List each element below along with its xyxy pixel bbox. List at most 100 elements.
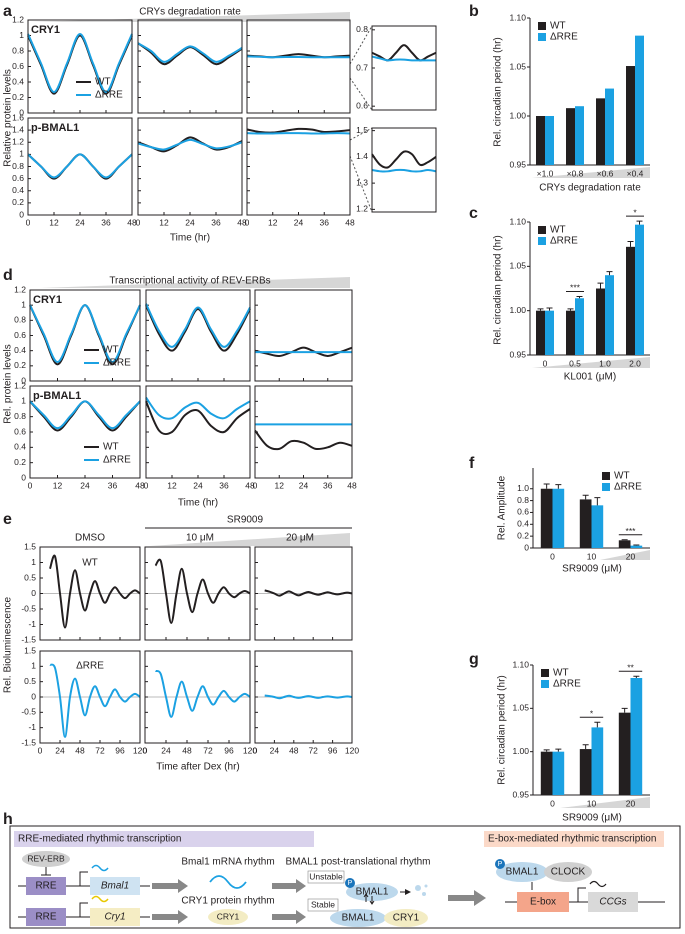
y-tick-label: 0.4: [12, 76, 24, 86]
plot-frame: [254, 650, 353, 744]
line-series: [145, 400, 251, 436]
gene-box: [90, 877, 140, 895]
sig-label: *: [633, 207, 637, 217]
bar: [618, 712, 631, 795]
panel-letter: c: [469, 205, 478, 222]
plot-frame: [254, 385, 353, 479]
bar: [635, 224, 644, 355]
x-tick-label: 96: [224, 745, 234, 755]
x-tick-label: 120: [243, 745, 257, 755]
panel-letter: e: [3, 511, 12, 528]
line-series: [264, 694, 353, 700]
degraded: [422, 892, 426, 896]
x-tick-label: 24: [75, 217, 85, 227]
chart-title: Transcriptional activity of REV-ERBs: [109, 276, 270, 287]
y-tick-label: 1: [19, 30, 24, 40]
x-tick-label: 12: [53, 480, 63, 490]
y-axis-label: Rel. Amplitude: [497, 475, 508, 540]
bar: [579, 749, 592, 795]
y-tick-label: 0.95: [512, 789, 529, 799]
plot-frame: [137, 19, 243, 114]
node-label: REV-ERB: [27, 853, 65, 863]
bar: [591, 727, 604, 795]
y-tick-label: 0.6: [356, 100, 368, 110]
legend-label: WT: [103, 345, 119, 356]
y-tick-label: 1.2: [12, 137, 24, 147]
line-series: [27, 153, 133, 179]
arrow: [448, 890, 486, 906]
y-tick-label: 1.2: [12, 14, 24, 24]
y-tick-label: 1.05: [509, 261, 526, 271]
tss-arrow: [79, 902, 88, 917]
y-tick-label: 0.6: [14, 426, 26, 436]
node-label: BMAL1: [342, 913, 375, 924]
connector: [349, 77, 373, 111]
tss-arrow: [577, 887, 586, 902]
x-tick-label: 0: [143, 745, 148, 755]
bar: [540, 488, 553, 548]
x-tick-label: 36: [211, 217, 221, 227]
plot-frame: [246, 19, 351, 114]
y-tick-label: 0.4: [14, 442, 26, 452]
y-tick-label: 1.05: [509, 61, 526, 71]
node-label: Cry1: [104, 912, 125, 923]
y-tick-label: 0.8: [12, 45, 24, 55]
y-tick-label: 1.4: [356, 151, 368, 161]
arrow: [152, 910, 188, 924]
bar: [596, 98, 605, 165]
line-series: [254, 429, 353, 451]
error-bar: [546, 307, 553, 311]
x-tick-label: 0: [136, 217, 141, 227]
x-tick-label: 48: [182, 745, 192, 755]
y-axis-label: Rel. circadian period (hr): [493, 37, 504, 147]
x-axis-label: SR9009 (μM): [562, 564, 622, 575]
x-tick-label: 72: [95, 745, 105, 755]
node-label: BMAL1: [356, 887, 389, 898]
x-axis-label: KL001 (μM): [564, 372, 616, 383]
arrows: [152, 879, 486, 924]
x-tick-label: 24: [270, 745, 280, 755]
y-tick-label: 0.8: [14, 315, 26, 325]
y-tick-label: 0.2: [14, 457, 26, 467]
header-bg: [484, 831, 664, 847]
y-tick-label: 0: [19, 107, 24, 117]
bmal1-node: [496, 862, 548, 882]
chart-title: CRYs degradation rate: [139, 7, 241, 18]
x-tick-label: 0: [543, 358, 548, 368]
degraded: [415, 885, 421, 891]
error-bar: [543, 749, 550, 752]
bmal1-node: [346, 883, 398, 901]
tag-label: Stable: [311, 899, 335, 909]
y-tick-label: 0.2: [517, 530, 529, 540]
phospho: [345, 878, 355, 888]
x-tick-label: 24: [185, 217, 195, 227]
x-tick-label: 96: [328, 745, 338, 755]
line-series: [29, 400, 141, 430]
plot-frame: [254, 289, 353, 382]
y-axis-label: Rel. Bioluminescence: [3, 596, 14, 693]
x-tick-label: 12: [159, 217, 169, 227]
legend-label: ΔRRE: [103, 358, 131, 369]
x-tick-label: 48: [289, 745, 299, 755]
label: Bmal1 mRNA rhythm: [181, 857, 274, 868]
x-tick-label: 10: [587, 551, 597, 561]
x-tick-label: 120: [133, 745, 147, 755]
phospho-label: P: [348, 880, 353, 887]
error-bar: [594, 497, 601, 506]
line-series: [145, 304, 251, 352]
x-tick-label: 1.0: [599, 358, 611, 368]
y-tick-label: 0: [31, 588, 36, 598]
y-tick-label: 1.5: [24, 645, 36, 655]
plot-frame: [144, 546, 251, 641]
panel-letter: b: [469, 3, 479, 20]
x-tick-label: 72: [308, 745, 318, 755]
line-series: [145, 303, 251, 348]
bar: [536, 310, 545, 355]
y-tick-label: 1.2: [14, 380, 26, 390]
plot-frame: [29, 289, 141, 382]
bar: [566, 108, 575, 165]
panel-letter: h: [3, 811, 13, 828]
x-tick-label: 20: [626, 798, 636, 808]
x-tick-label: ×1.0: [537, 168, 554, 178]
panel-letter: f: [469, 455, 475, 472]
